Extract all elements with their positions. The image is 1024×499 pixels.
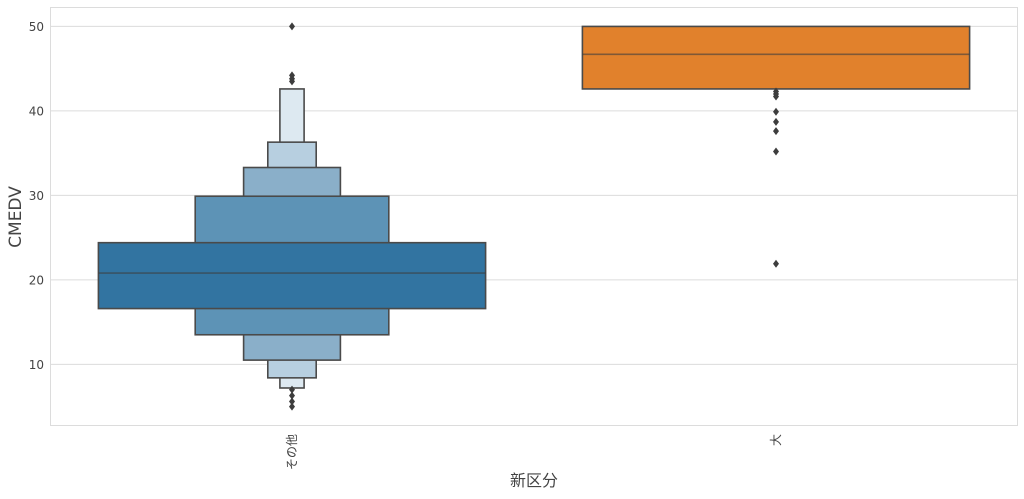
- outlier-point: [773, 259, 779, 268]
- letter-value-box: [97, 241, 487, 310]
- outlier-point: [773, 117, 779, 126]
- outlier-point: [289, 22, 295, 31]
- x-axis-label: 新区分: [510, 471, 558, 490]
- boxen-group: [97, 22, 487, 411]
- outlier-point: [289, 391, 295, 400]
- outlier-point: [773, 107, 779, 116]
- y-tick-label: 30: [29, 189, 44, 203]
- letter-value-box: [581, 25, 971, 90]
- x-tick-label: 大: [769, 434, 783, 446]
- y-axis-label: CMEDV: [6, 186, 26, 248]
- x-tick-label: その他: [285, 434, 299, 470]
- y-tick-label: 10: [29, 358, 44, 372]
- boxen-group: [581, 25, 971, 268]
- outlier-point: [289, 397, 295, 406]
- outlier-point: [289, 385, 295, 394]
- outlier-point: [289, 402, 295, 411]
- y-tick-label: 40: [29, 104, 44, 118]
- outlier-point: [773, 92, 779, 101]
- outlier-point: [773, 127, 779, 136]
- outlier-point: [289, 77, 295, 86]
- outlier-point: [773, 147, 779, 156]
- y-tick-label: 20: [29, 273, 44, 287]
- y-tick-label: 50: [29, 20, 44, 34]
